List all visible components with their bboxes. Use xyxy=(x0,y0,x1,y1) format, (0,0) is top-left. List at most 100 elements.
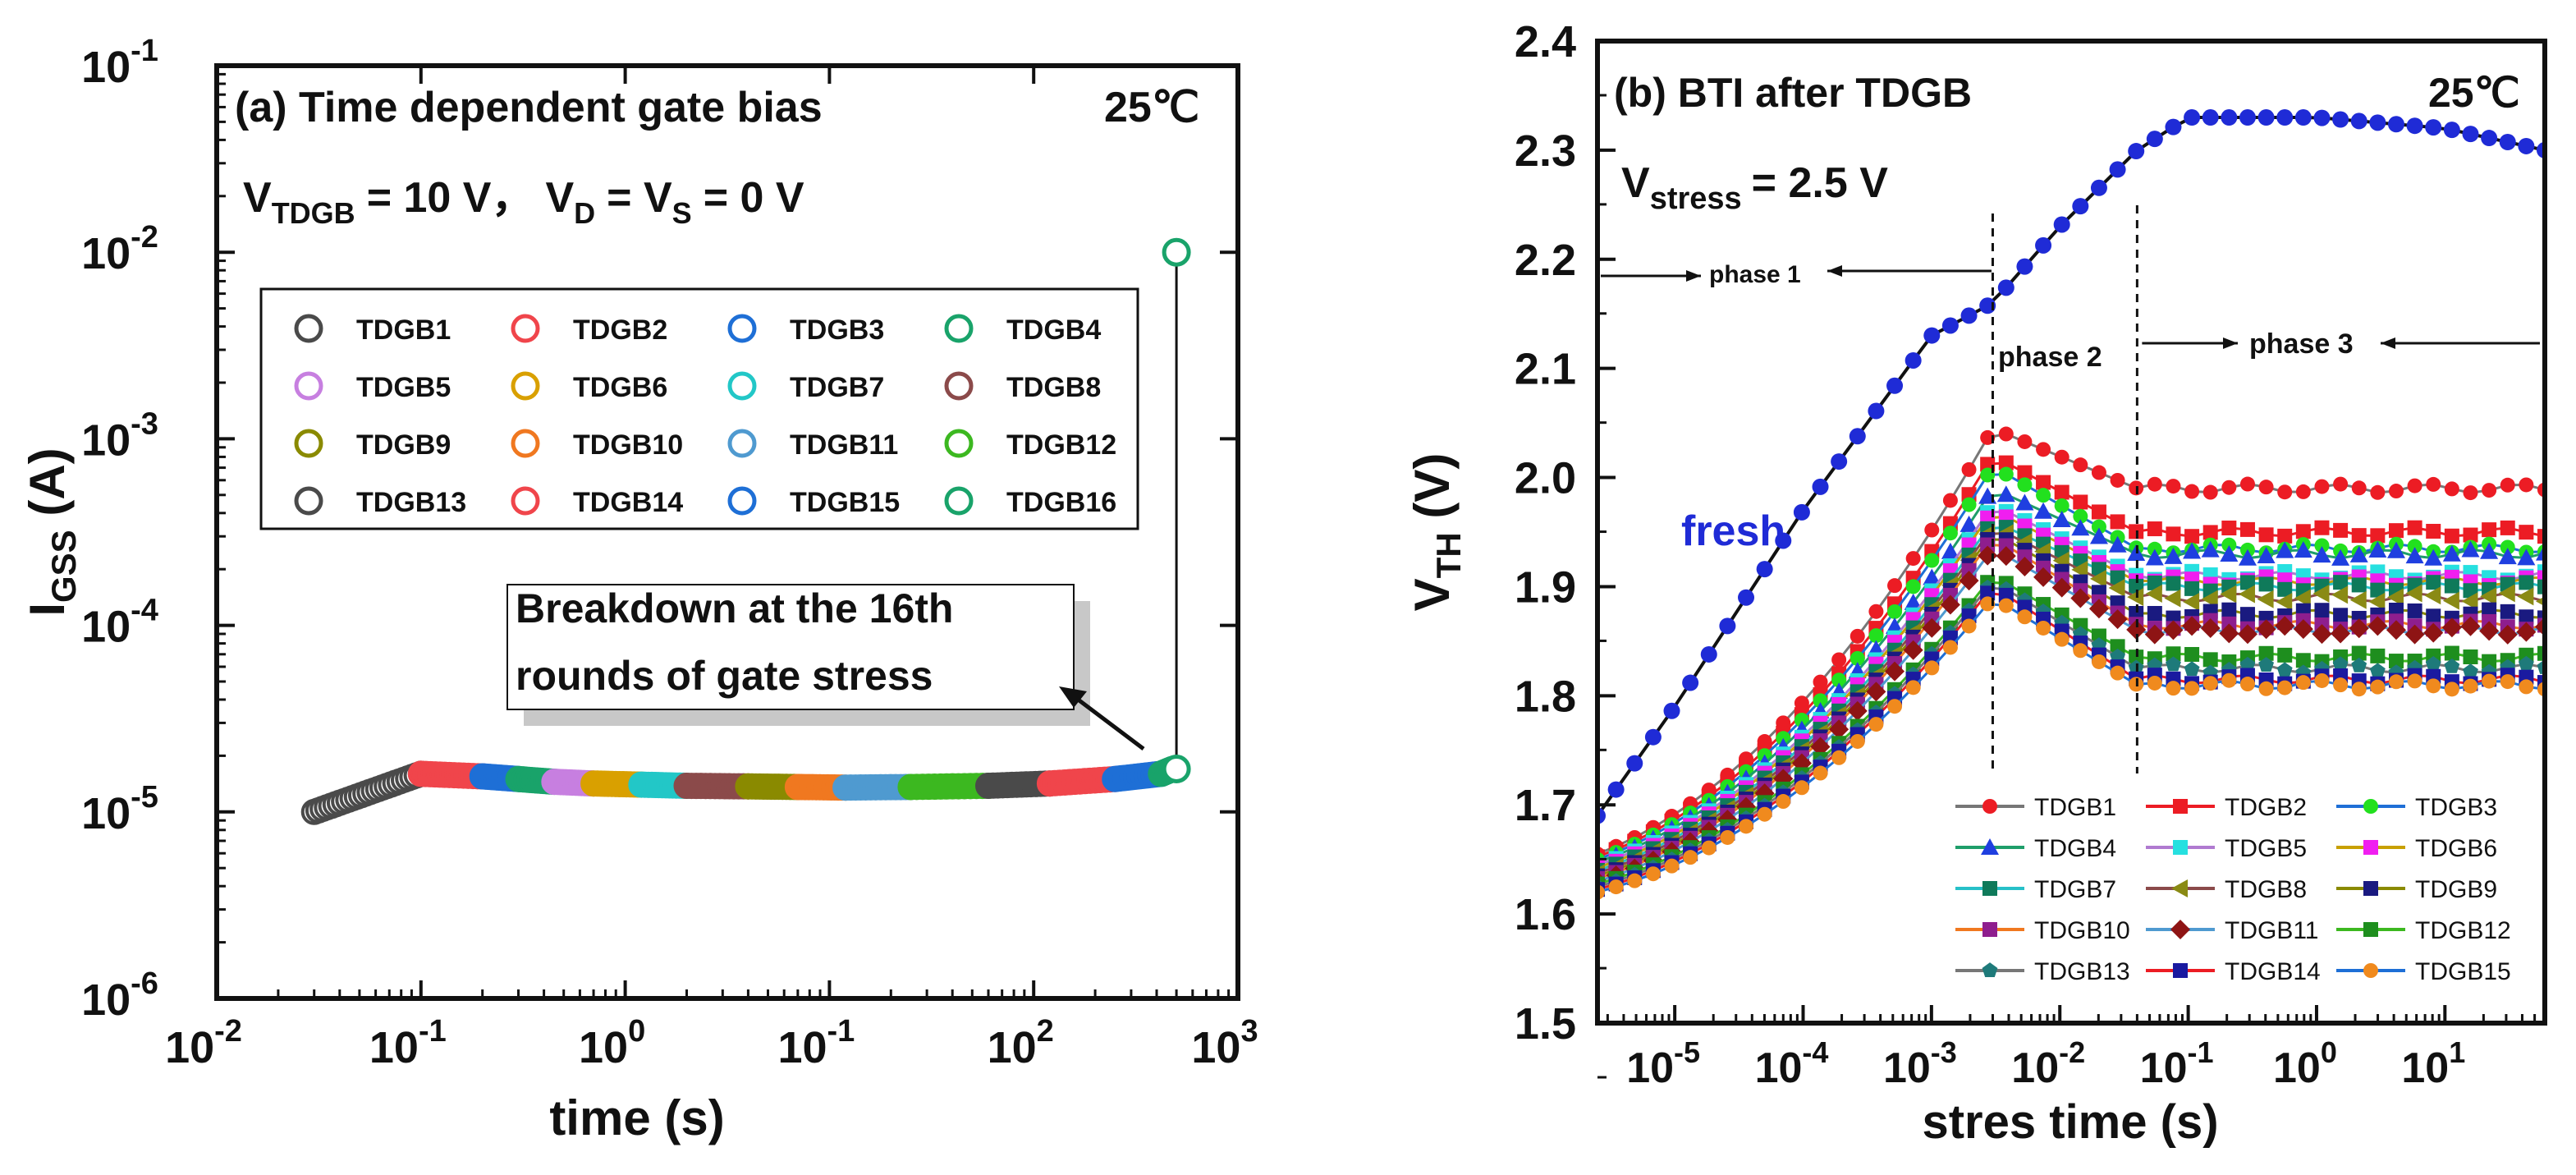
fresh-point xyxy=(1775,532,1792,549)
series-line xyxy=(1597,526,2545,872)
legend-a-marker xyxy=(727,429,757,458)
point xyxy=(2183,593,2200,612)
point xyxy=(2036,488,2051,503)
fresh-line xyxy=(1597,116,2545,817)
point xyxy=(2351,577,2367,593)
point xyxy=(2164,589,2181,608)
point xyxy=(2388,674,2404,690)
point xyxy=(2239,575,2255,590)
b-xtick-label: 10-2 xyxy=(2011,1035,2085,1092)
point xyxy=(1776,794,1791,810)
point xyxy=(2463,485,2478,501)
point xyxy=(2426,575,2441,590)
point xyxy=(2238,585,2255,604)
series-tdgb13 xyxy=(975,770,1063,800)
point xyxy=(2089,569,2106,588)
point xyxy=(2275,616,2295,636)
series-line xyxy=(1597,515,2545,870)
fresh-point xyxy=(1644,728,1662,746)
point xyxy=(1905,680,1921,695)
a-ytick-label: 10-2 xyxy=(81,220,158,278)
point xyxy=(2500,539,2515,555)
point xyxy=(2407,603,2422,618)
fresh-point xyxy=(2425,119,2442,136)
phase-3-label: phase 3 xyxy=(2249,328,2354,360)
point xyxy=(2314,479,2330,494)
b-ytick-label: 2.4 xyxy=(1515,17,1576,67)
point xyxy=(1941,542,1960,559)
point xyxy=(2332,656,2349,672)
point xyxy=(2519,525,2534,540)
a-ytick-label: 10-4 xyxy=(81,594,158,652)
point xyxy=(2351,645,2367,661)
legend-a-marker xyxy=(511,371,540,401)
point xyxy=(2370,582,2386,598)
point xyxy=(1998,538,2014,553)
fresh-point xyxy=(2239,109,2256,126)
point xyxy=(1831,750,1847,765)
legend-a-label: TDGB10 xyxy=(573,429,683,461)
fresh-point xyxy=(2462,126,2479,143)
legend-b-label: TDGB3 xyxy=(2415,794,2497,821)
point xyxy=(1866,682,1886,702)
point xyxy=(2444,528,2459,544)
point xyxy=(1847,700,1868,721)
point xyxy=(2277,680,2293,695)
point xyxy=(2363,840,2378,855)
point xyxy=(2127,588,2144,607)
point xyxy=(1903,640,1923,660)
a-xtick-label: 100 xyxy=(579,1014,645,1072)
point xyxy=(2258,681,2274,696)
b-ytick-label: 1.8 xyxy=(1515,672,1576,721)
point xyxy=(1961,608,1977,624)
point xyxy=(1998,466,2014,482)
point xyxy=(2444,658,2460,673)
point xyxy=(2258,480,2274,495)
point xyxy=(2363,881,2378,896)
legend-a-marker xyxy=(944,314,974,343)
point xyxy=(2071,560,2088,579)
point xyxy=(2054,449,2070,465)
fresh-label: fresh xyxy=(1681,507,1785,555)
point xyxy=(2036,620,2051,636)
point xyxy=(1645,866,1661,882)
point xyxy=(2171,879,2188,897)
fresh-point xyxy=(2146,131,2163,148)
point xyxy=(2333,476,2349,492)
fresh-point xyxy=(2481,130,2498,147)
point xyxy=(2295,524,2311,539)
point xyxy=(2173,963,2188,978)
point xyxy=(2537,529,2545,544)
phase-1-label: phase 1 xyxy=(1709,261,1801,288)
panel-b-ylabel: VTH (V) xyxy=(1405,453,1468,612)
point xyxy=(2363,963,2378,978)
point xyxy=(2200,618,2221,639)
point xyxy=(1980,467,1996,483)
fresh-point xyxy=(2499,134,2516,151)
point xyxy=(2277,581,2293,597)
point xyxy=(2258,527,2274,543)
a-ytick-label: 10-1 xyxy=(81,34,158,92)
point xyxy=(2201,590,2218,608)
point xyxy=(2314,520,2330,535)
a-xtick-label: 102 xyxy=(988,1014,1054,1072)
point xyxy=(2293,619,2313,640)
point xyxy=(2219,623,2239,644)
point xyxy=(2036,475,2051,490)
point xyxy=(2407,673,2422,689)
fresh-point xyxy=(2276,109,2294,126)
point xyxy=(2368,540,2387,558)
point xyxy=(2166,526,2181,542)
point xyxy=(2463,663,2478,679)
legend-a-marker xyxy=(727,314,757,343)
panel-a: 10-2 10-1 100 10-1 102 103 10-6 10-5 10-4 10-3 10-… xyxy=(20,34,1258,1145)
point xyxy=(1942,526,1958,541)
phase-arrowhead xyxy=(1686,270,1701,282)
point xyxy=(2052,511,2071,528)
point xyxy=(2537,675,2545,691)
point xyxy=(2110,514,2125,530)
legend-a-label: TDGB3 xyxy=(790,314,884,346)
point xyxy=(1961,618,1977,634)
point xyxy=(2256,619,2276,640)
